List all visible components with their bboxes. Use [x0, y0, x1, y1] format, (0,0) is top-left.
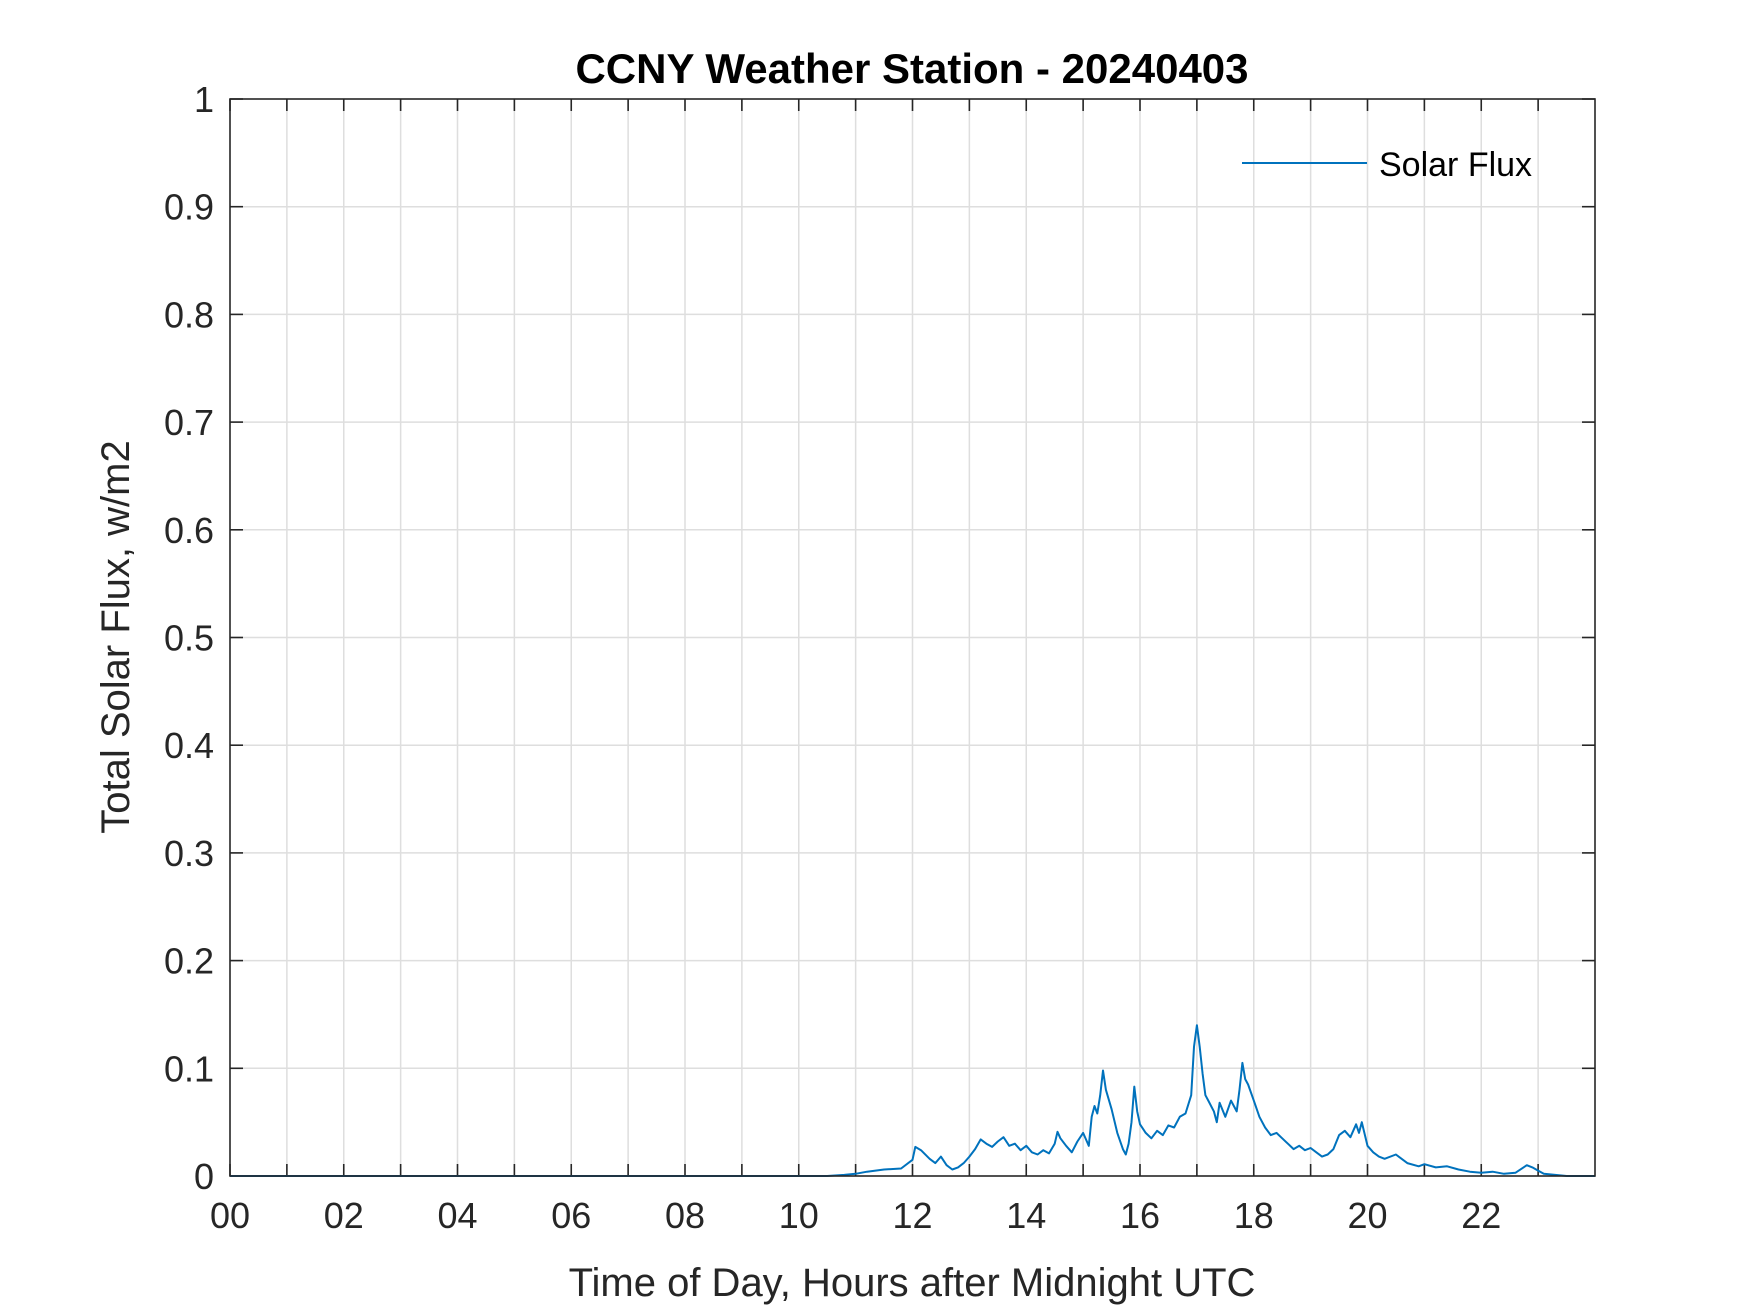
- x-tick-label: 14: [1006, 1195, 1046, 1236]
- x-tick-labels: 00 02 04 06 08 10 12 14 16 18 20 22: [210, 1195, 1501, 1236]
- x-tick-label: 12: [892, 1195, 932, 1236]
- y-tick-label: 1: [194, 79, 214, 120]
- y-tick-label: 0.1: [164, 1048, 214, 1089]
- y-tick-label: 0.2: [164, 941, 214, 982]
- x-tick-label: 20: [1347, 1195, 1387, 1236]
- x-axis-label: Time of Day, Hours after Midnight UTC: [569, 1261, 1256, 1305]
- x-tick-label: 18: [1234, 1195, 1274, 1236]
- x-tick-label: 22: [1461, 1195, 1501, 1236]
- y-tick-label: 0.9: [164, 187, 214, 228]
- series-layer: [230, 1024, 1595, 1177]
- y-tick-labels: 0 0.1 0.2 0.3 0.4 0.5 0.6 0.7 0.8 0.9 1: [164, 79, 214, 1197]
- x-tick-label: 16: [1120, 1195, 1160, 1236]
- legend-label-solar-flux: Solar Flux: [1379, 146, 1532, 184]
- x-tick-label: 10: [779, 1195, 819, 1236]
- x-tick-label: 00: [210, 1195, 250, 1236]
- y-tick-label: 0.5: [164, 618, 214, 659]
- y-axis-label: Total Solar Flux, w/m2: [94, 440, 138, 833]
- y-tick-label: 0.7: [164, 402, 214, 443]
- x-tick-label: 08: [665, 1195, 705, 1236]
- y-tick-label: 0.4: [164, 725, 214, 766]
- chart-title: CCNY Weather Station - 20240403: [575, 45, 1248, 92]
- series-line-solar-flux: [230, 1024, 1595, 1177]
- grid: [230, 99, 1595, 1176]
- x-tick-label: 04: [437, 1195, 477, 1236]
- x-tick-label: 02: [324, 1195, 364, 1236]
- y-tick-label: 0.8: [164, 294, 214, 335]
- legend: Solar Flux: [1242, 146, 1532, 184]
- y-tick-label: 0.3: [164, 833, 214, 874]
- x-tick-label: 06: [551, 1195, 591, 1236]
- y-tick-label: 0: [194, 1156, 214, 1197]
- axes-frame: [229, 98, 1596, 1177]
- y-tick-label: 0.6: [164, 510, 214, 551]
